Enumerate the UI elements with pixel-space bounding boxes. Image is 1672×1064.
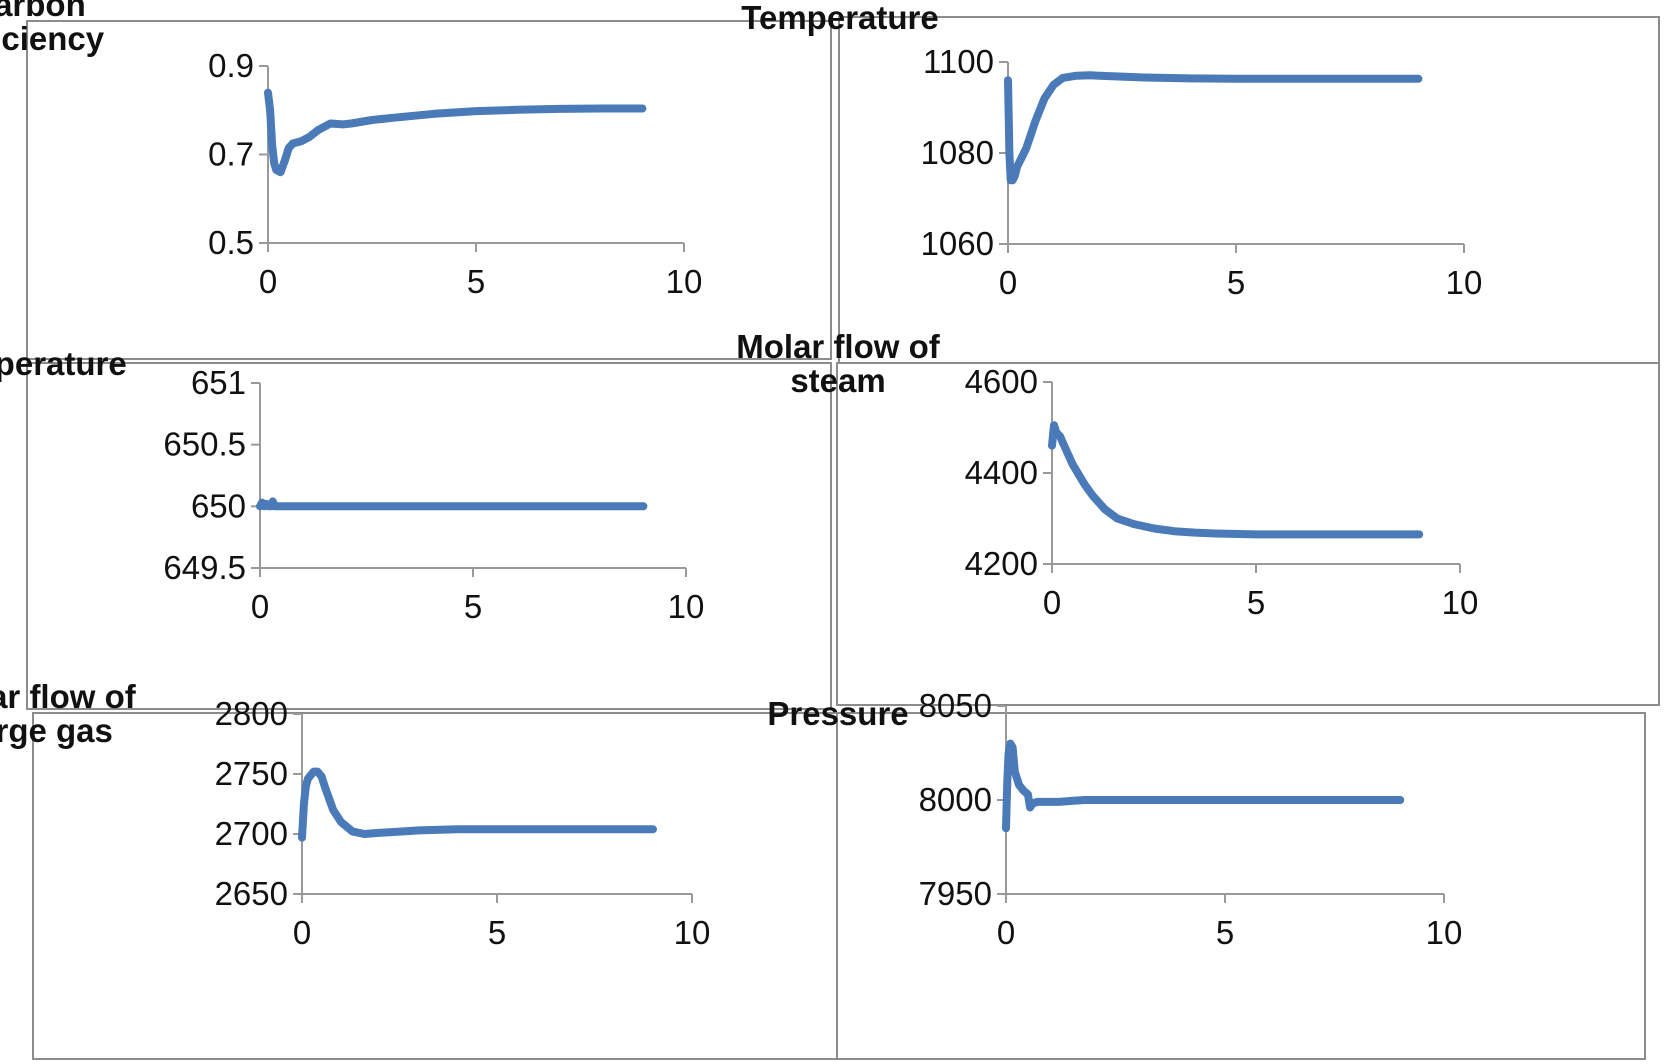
x-tick-label: 0 [259,263,277,300]
x-tick-label: 5 [488,914,506,951]
chart-panel-molar-flow-steam: 4200 4400 4600 0 5 10 Molar flow of steam [736,328,1660,706]
x-tick-label: 0 [1043,584,1061,621]
x-tick-label: 5 [1227,264,1245,301]
chart-svg: 1060 1080 1100 0 5 10 Temperature [741,0,1483,301]
y-tick-label: 650.5 [163,426,246,463]
chart-panel-temperature-high: 1060 1080 1100 0 5 10 Temperature [741,0,1660,364]
y-tick-label: 4600 [965,363,1038,400]
y-tick-label: 4400 [965,454,1038,491]
y-tick-label: 7950 [919,875,992,912]
y-tick-label: 0.5 [208,224,254,261]
y-axis-label-line: steam [790,362,885,399]
y-tick-label: 0.7 [208,136,254,173]
series-line [264,88,647,177]
y-tick-label: 1100 [923,43,994,80]
x-tick-label: 5 [467,263,485,300]
x-tick-label: 10 [1426,914,1463,951]
series-line [256,497,648,511]
y-tick-label: 8050 [919,687,992,724]
chart-svg: 649.5 650 650.5 651 0 5 10 Temperature [0,345,705,625]
x-tick-label: 5 [1247,584,1265,621]
chart-svg: 7950 8000 8050 0 5 10 Pressure [767,687,1463,951]
series-line [1002,739,1405,833]
y-axis-label-line: Carbon [0,0,86,23]
x-tick-label: 0 [999,264,1017,301]
y-tick-label: 1080 [921,134,994,171]
y-axis-label-line: Temperature [0,345,127,382]
x-tick-label: 10 [674,914,711,951]
x-tick-label: 10 [668,588,705,625]
y-tick-label: 0.9 [208,47,254,84]
x-tick-label: 5 [464,588,482,625]
chart-panel-temperature-low: 649.5 650 650.5 651 0 5 10 Temperature [0,345,832,710]
y-tick-label: 651 [191,364,246,401]
y-tick-label: 650 [191,487,246,524]
y-tick-label: 4200 [965,545,1038,582]
chart-panel-pressure: 7950 8000 8050 0 5 10 Pressure [767,687,1646,1060]
x-tick-label: 5 [1216,914,1234,951]
series-line [298,767,657,842]
y-tick-label: 2800 [215,695,288,732]
y-axis-label-line: efficiency [0,20,105,57]
series-line [1048,421,1424,539]
y-tick-label: 8000 [919,781,992,818]
x-tick-label: 0 [997,914,1015,951]
y-tick-label: 1060 [921,225,994,262]
y-axis-label-line: purge gas [0,712,113,749]
chart-panel-carbon-efficiency: 0.5 0.7 0.9 0 5 10 Carbonefficiency [0,0,832,360]
chart-svg: 0.5 0.7 0.9 0 5 10 Carbonefficiency [0,0,703,300]
y-tick-label: 2650 [215,875,288,912]
y-tick-label: 649.5 [163,549,246,586]
x-tick-label: 10 [666,263,703,300]
y-tick-label: 2700 [215,815,288,852]
chart-svg: 2650 2700 2750 2800 0 5 10 Molar flow ofpurge g… [0,678,711,951]
x-tick-label: 0 [251,588,269,625]
y-axis-label-line: Pressure [767,695,908,732]
y-tick-label: 2750 [215,755,288,792]
y-axis-label-line: Molar flow of [0,678,137,715]
x-tick-label: 10 [1446,264,1483,301]
x-tick-label: 0 [293,914,311,951]
y-axis-label-line: Molar flow of [736,328,940,365]
chart-panel-molar-flow-purge-gas: 2650 2700 2750 2800 0 5 10 Molar flow ofpurge g… [0,678,838,1060]
series-line [1004,71,1423,185]
y-axis-label-line: Temperature [741,0,938,36]
x-tick-label: 10 [1442,584,1479,621]
